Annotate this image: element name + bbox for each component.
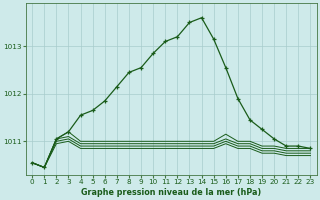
- X-axis label: Graphe pression niveau de la mer (hPa): Graphe pression niveau de la mer (hPa): [81, 188, 261, 197]
